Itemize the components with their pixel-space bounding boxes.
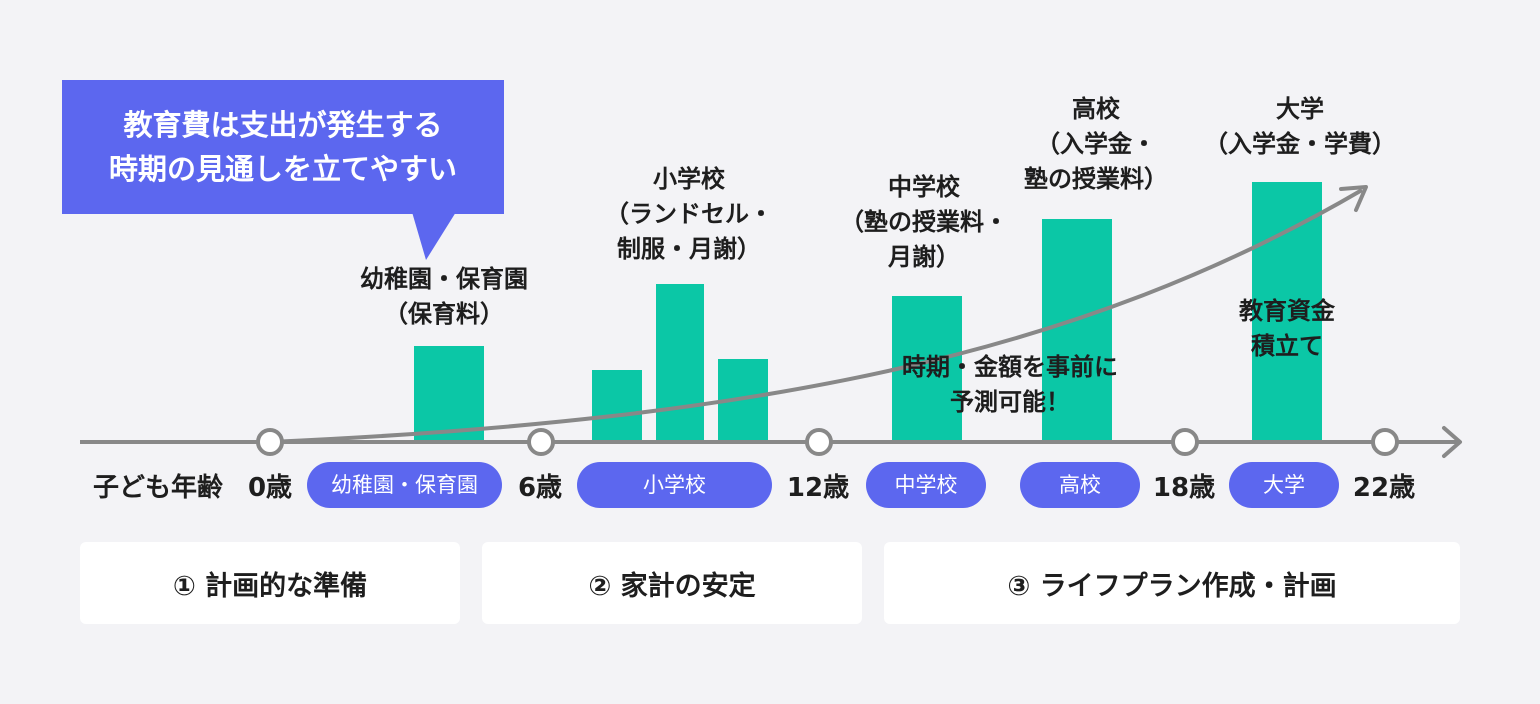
age-node-6	[527, 428, 555, 456]
age-node-22	[1371, 428, 1399, 456]
label-middle: 中学校 （塾の授業料・ 月謝）	[840, 170, 1008, 275]
bar-high	[1042, 219, 1112, 441]
label-middle-title: 中学校	[888, 173, 960, 201]
age-node-0	[256, 428, 284, 456]
callout-line-2: 時期の見通しを立てやすい	[108, 152, 457, 186]
summary-life-plan: ③ ライフプラン作成・計画	[884, 542, 1460, 624]
label-elementary-title: 小学校	[653, 165, 725, 193]
growth-arrowhead	[1339, 185, 1368, 212]
label-kindergarten-detail: （保育料）	[384, 300, 504, 328]
stage-pill-middle: 中学校	[866, 462, 986, 508]
callout-bubble: 教育費は支出が発生する 時期の見通しを立てやすい	[62, 80, 504, 214]
bar-university	[1252, 182, 1322, 441]
age-label-6: 6歳	[517, 473, 563, 503]
age-label-22: 22歳	[1352, 473, 1416, 503]
age-node-18	[1171, 428, 1199, 456]
bar-kindergarten	[414, 346, 484, 441]
label-middle-detail-2: 月謝）	[888, 243, 960, 271]
bar-elementary-2	[656, 284, 704, 441]
label-middle-detail-1: （塾の授業料・	[840, 208, 1008, 236]
label-university-title: 大学	[1276, 95, 1324, 123]
callout-tail	[412, 212, 456, 260]
note-predictable-line-2: 予測可能！	[950, 388, 1070, 416]
stage-pill-elementary: 小学校	[577, 462, 772, 508]
callout-line-1: 教育費は支出が発生する	[123, 108, 443, 142]
label-high: 高校 （入学金・ 塾の授業料）	[1024, 92, 1168, 197]
label-university-detail: （入学金・学費）	[1204, 130, 1396, 158]
age-node-12	[805, 428, 833, 456]
note-savings: 教育資金 積立て	[1239, 294, 1335, 364]
note-predictable: 時期・金額を事前に 予測可能！	[902, 350, 1118, 420]
age-label-18: 18歳	[1152, 473, 1216, 503]
label-elementary: 小学校 （ランドセル・ 制服・月謝）	[605, 162, 773, 267]
summary-household-stability: ② 家計の安定	[482, 542, 862, 624]
note-savings-line-2: 積立て	[1251, 332, 1323, 360]
summary-planned-prep: ① 計画的な準備	[80, 542, 460, 624]
label-high-title: 高校	[1072, 95, 1120, 123]
stage-pill-high: 高校	[1020, 462, 1140, 508]
note-predictable-line-1: 時期・金額を事前に	[902, 353, 1118, 381]
label-elementary-detail-2: 制服・月謝）	[617, 235, 761, 263]
label-kindergarten-title: 幼稚園・保育園	[360, 265, 528, 293]
stage-pill-kindergarten: 幼稚園・保育園	[307, 462, 502, 508]
age-label-0: 0歳	[247, 473, 293, 503]
label-high-detail-1: （入学金・	[1036, 130, 1156, 158]
label-kindergarten: 幼稚園・保育園 （保育料）	[360, 262, 528, 332]
bar-elementary-1	[592, 370, 642, 441]
note-savings-line-1: 教育資金	[1239, 297, 1335, 325]
timeline-arrowhead	[1442, 426, 1462, 458]
label-university: 大学 （入学金・学費）	[1204, 92, 1396, 162]
axis-label: 子ども年齢	[92, 473, 224, 503]
label-elementary-detail-1: （ランドセル・	[605, 200, 773, 228]
stage-pill-university: 大学	[1229, 462, 1339, 508]
growth-curve	[269, 188, 1364, 444]
label-high-detail-2: 塾の授業料）	[1024, 165, 1168, 193]
age-label-12: 12歳	[786, 473, 850, 503]
